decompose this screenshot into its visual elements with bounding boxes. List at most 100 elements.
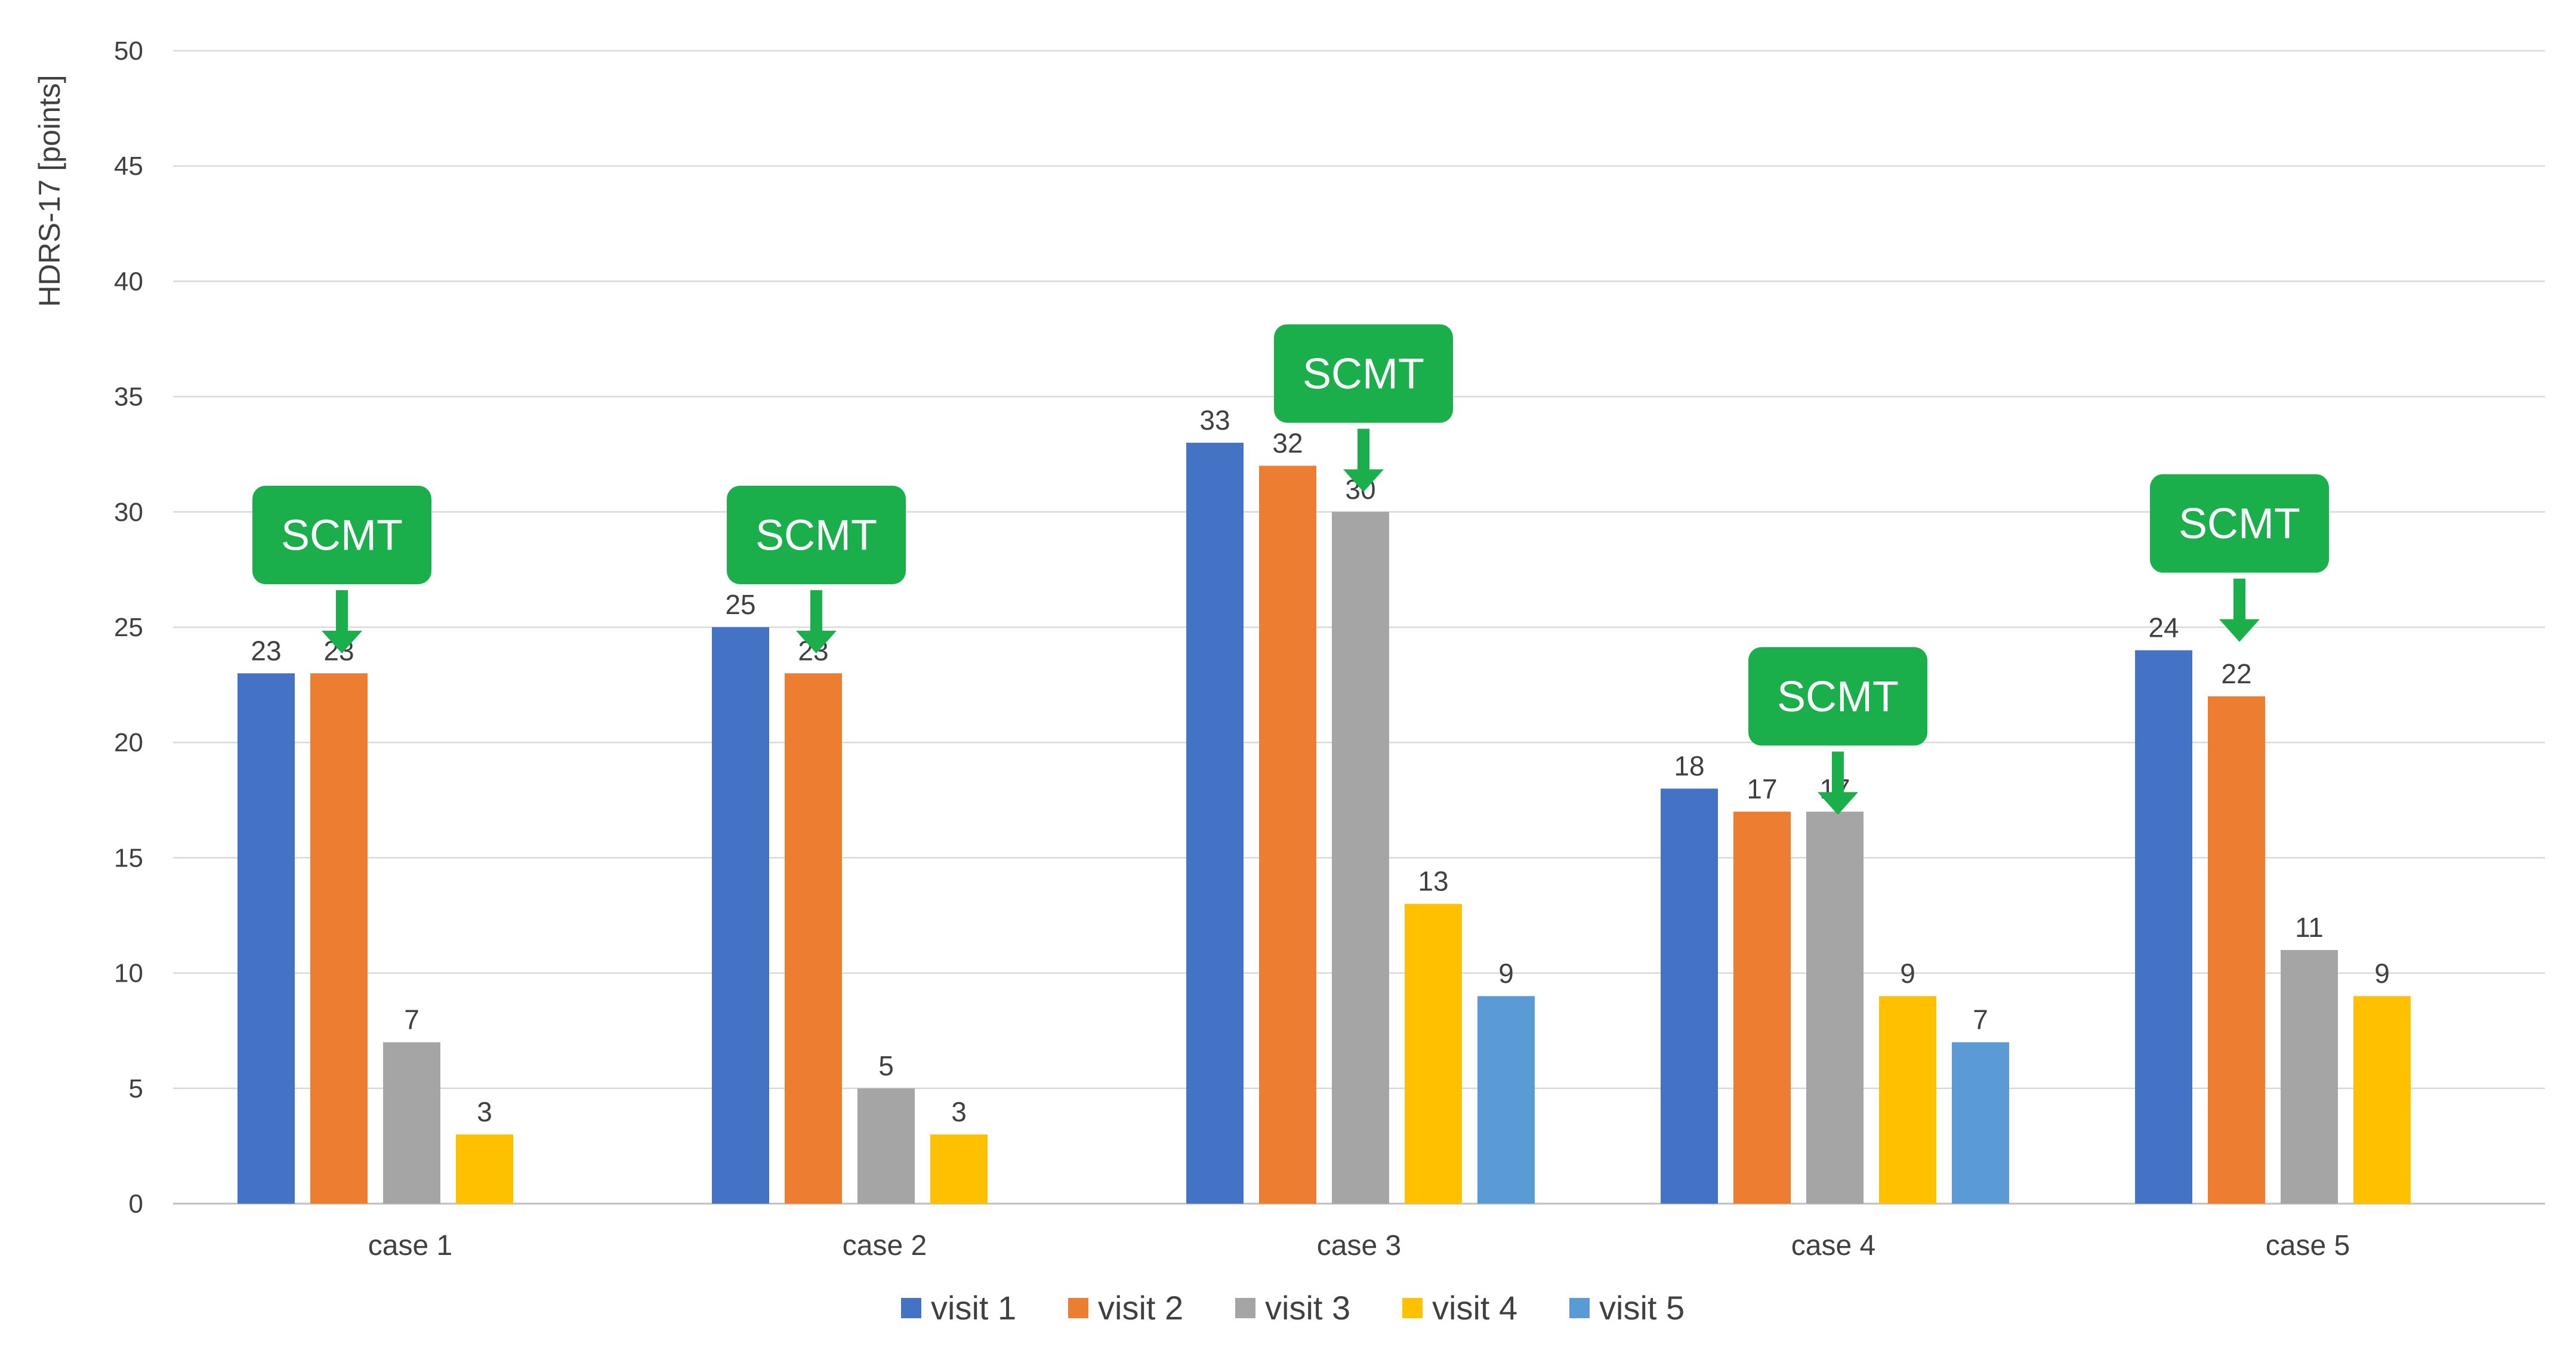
- data-label: 13: [1418, 866, 1448, 897]
- y-tick-label: 25: [114, 613, 143, 642]
- data-label: 9: [1900, 958, 1915, 989]
- legend: visit 1 visit 2 visit 3 visit 4 visit 5: [901, 1289, 1685, 1327]
- legend-item-visit3: visit 3: [1235, 1289, 1350, 1327]
- bar-case2-visit2: [785, 673, 842, 1204]
- arrow-down-icon: [1343, 469, 1384, 492]
- scmt-box: [252, 485, 431, 584]
- arrow-shaft: [810, 590, 822, 632]
- data-labels: 232373252353333230139181717972422119: [251, 405, 2389, 1127]
- y-tick-label: 5: [129, 1074, 143, 1103]
- legend-item-visit1: visit 1: [901, 1289, 1016, 1327]
- scmt-box: [2150, 474, 2329, 573]
- bar-case2-visit1: [712, 627, 769, 1204]
- data-label: 17: [1747, 773, 1777, 804]
- bar-case3-visit5: [1477, 996, 1535, 1204]
- annotations: SCMT SCMT SCMT SCMT SCMT: [252, 324, 2329, 815]
- scmt-callout: SCMT: [1274, 324, 1453, 492]
- y-tick-label: 0: [129, 1189, 143, 1219]
- legend-swatch: [1235, 1298, 1255, 1318]
- legend-swatch: [901, 1298, 921, 1318]
- arrow-shaft: [336, 590, 348, 632]
- y-tick-label: 40: [114, 267, 143, 296]
- arrow-down-icon: [2219, 619, 2260, 642]
- y-tick-label: 10: [114, 959, 143, 988]
- data-label: 33: [1199, 405, 1230, 436]
- y-tick-label: 30: [114, 498, 143, 527]
- scmt-box: [727, 485, 906, 584]
- x-tick-label: case 1: [368, 1230, 452, 1262]
- arrow-shaft: [2233, 578, 2245, 621]
- bar-case5-visit1: [2135, 650, 2192, 1204]
- y-tick-label: 35: [114, 383, 143, 412]
- data-label: 32: [1272, 428, 1303, 459]
- axes: HDRS-17 [points] 05101520253035404550cas…: [33, 36, 2350, 1262]
- scmt-label: SCMT: [281, 511, 403, 559]
- y-tick-label: 50: [114, 36, 143, 66]
- data-label: 7: [404, 1004, 419, 1035]
- bar-case1-visit4: [456, 1134, 513, 1204]
- bar-case2-visit3: [857, 1088, 915, 1204]
- legend-item-visit2: visit 2: [1068, 1289, 1183, 1327]
- bar-case4-visit1: [1661, 788, 1718, 1204]
- bars: [237, 442, 2411, 1204]
- bar-case3-visit1: [1186, 442, 1244, 1204]
- legend-item-visit5: visit 5: [1569, 1289, 1685, 1327]
- data-label: 18: [1674, 750, 1704, 781]
- legend-label: visit 1: [931, 1289, 1016, 1327]
- bar-case4-visit4: [1879, 996, 1936, 1204]
- arrow-down-icon: [796, 630, 837, 653]
- scmt-label: SCMT: [755, 511, 877, 559]
- x-tick-label: case 3: [1317, 1230, 1401, 1262]
- x-tick-label: case 5: [2266, 1230, 2350, 1262]
- bar-case5-visit4: [2353, 996, 2411, 1204]
- scmt-box: [1748, 647, 1927, 746]
- scmt-callout: SCMT: [727, 485, 906, 653]
- legend-swatch: [1569, 1298, 1590, 1318]
- legend-label: visit 3: [1265, 1289, 1350, 1327]
- data-label: 5: [878, 1050, 894, 1081]
- bar-case5-visit3: [2281, 949, 2338, 1204]
- scmt-callout: SCMT: [1748, 647, 1927, 815]
- bar-case1-visit1: [237, 673, 295, 1204]
- y-tick-label: 15: [114, 843, 143, 872]
- legend-label: visit 2: [1098, 1289, 1183, 1327]
- arrow-down-icon: [322, 630, 362, 653]
- data-label: 22: [2221, 658, 2251, 689]
- data-label: 3: [477, 1096, 492, 1127]
- legend-label: visit 4: [1432, 1289, 1517, 1327]
- legend-swatch: [1068, 1298, 1088, 1318]
- data-label: 23: [251, 635, 281, 666]
- scmt-label: SCMT: [1303, 350, 1424, 398]
- arrow-down-icon: [1818, 792, 1858, 815]
- y-tick-label: 45: [114, 152, 143, 181]
- data-label: 7: [1973, 1004, 1988, 1035]
- bar-case3-visit2: [1259, 465, 1316, 1204]
- scmt-label: SCMT: [2179, 500, 2300, 548]
- scmt-label: SCMT: [1777, 673, 1899, 721]
- bar-case2-visit4: [930, 1134, 988, 1204]
- bar-case1-visit3: [383, 1042, 440, 1204]
- legend-label: visit 5: [1599, 1289, 1685, 1327]
- bar-case4-visit2: [1733, 812, 1791, 1204]
- data-label: 3: [951, 1096, 967, 1127]
- bar-case4-visit5: [1952, 1042, 2009, 1204]
- legend-swatch: [1402, 1298, 1423, 1318]
- bar-case5-visit2: [2208, 696, 2265, 1204]
- scmt-callout: SCMT: [2150, 474, 2329, 642]
- bar-case3-visit3: [1332, 511, 1389, 1204]
- bar-case4-visit3: [1806, 812, 1864, 1204]
- y-tick-label: 20: [114, 728, 143, 757]
- data-label: 24: [2148, 612, 2179, 643]
- y-axis-title: HDRS-17 [points]: [33, 75, 66, 307]
- data-label: 9: [2374, 958, 2390, 989]
- legend-item-visit4: visit 4: [1402, 1289, 1517, 1327]
- bar-case3-visit4: [1405, 903, 1462, 1204]
- arrow-shaft: [1832, 751, 1844, 794]
- bar-case1-visit2: [310, 673, 368, 1204]
- x-tick-label: case 4: [1791, 1230, 1875, 1262]
- arrow-shaft: [1358, 428, 1369, 471]
- data-label: 9: [1498, 958, 1514, 989]
- x-tick-label: case 2: [843, 1230, 927, 1262]
